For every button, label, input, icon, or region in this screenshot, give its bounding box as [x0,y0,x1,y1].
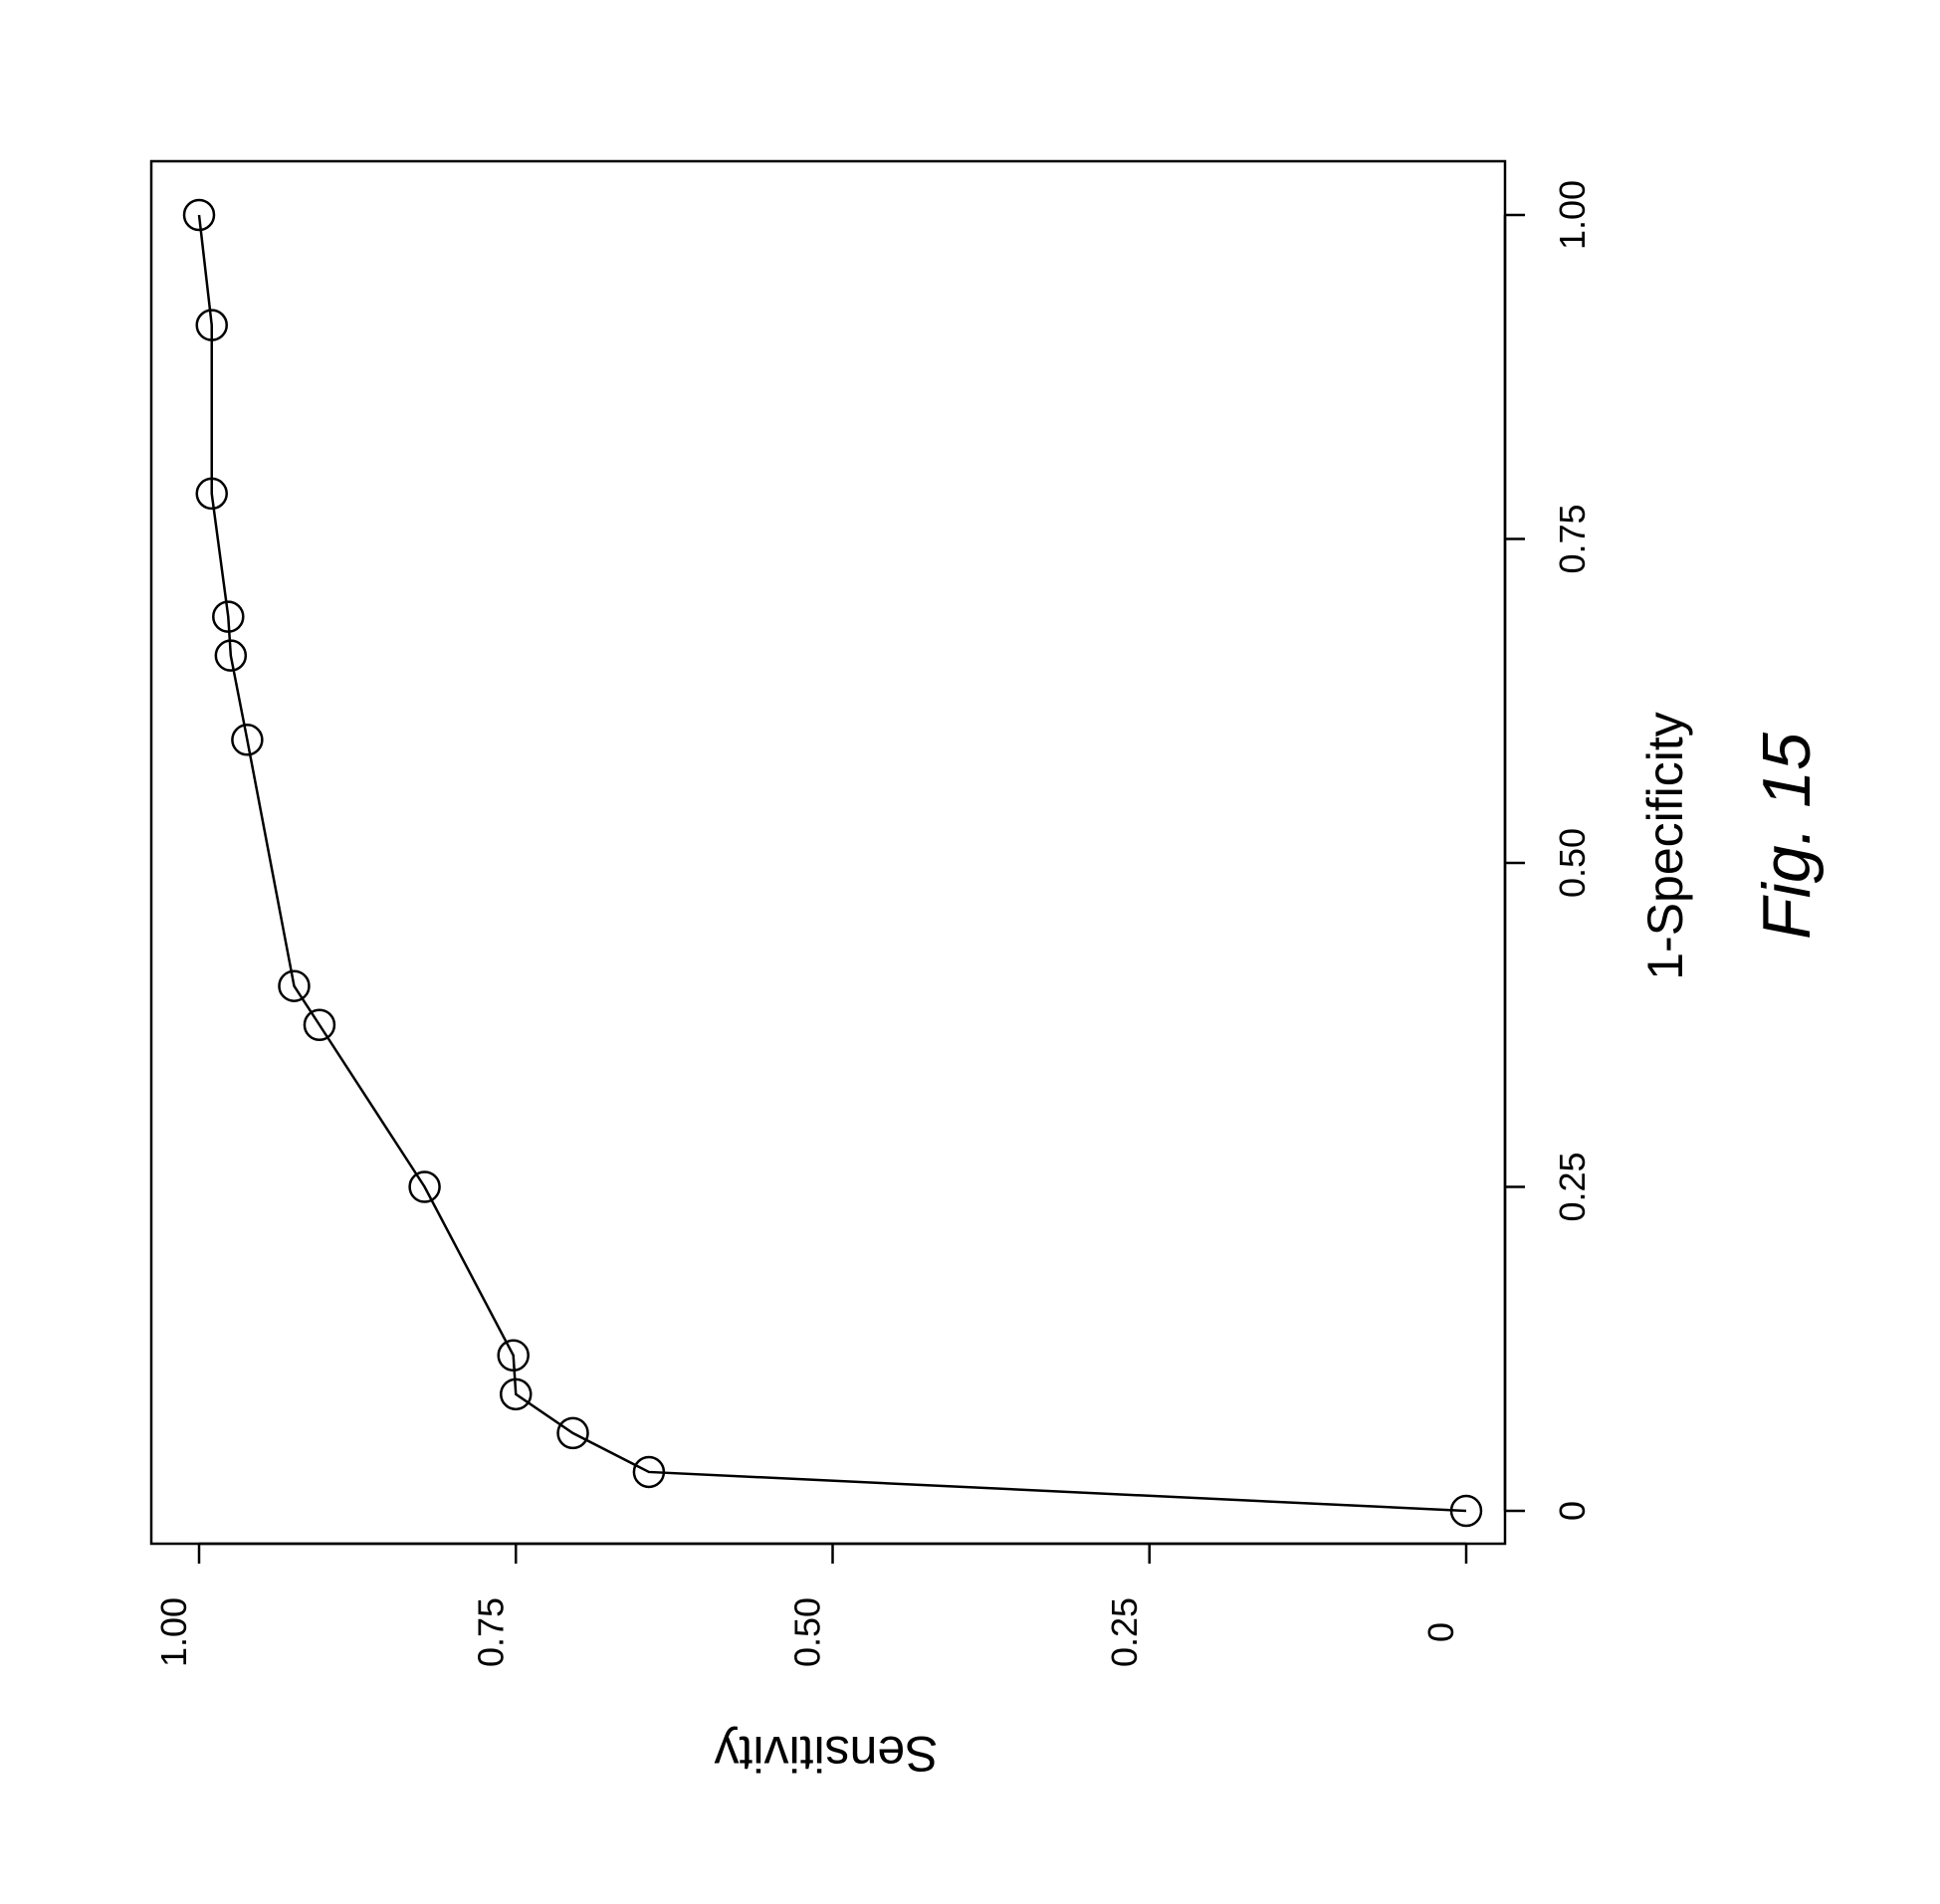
x-tick-label: 0.25 [1552,1152,1593,1221]
roc-point [1449,1494,1483,1528]
roc-point [500,1377,533,1411]
y-tick-label: 0.75 [470,1597,511,1667]
roc-point [632,1455,666,1489]
y-tick-label: 1.00 [153,1597,194,1667]
plot-frame [149,159,1507,1546]
x-tick-label: 0.75 [1552,504,1593,573]
x-tick-label: 1.00 [1552,180,1593,250]
figure-caption: Fig. 15 [1749,733,1825,940]
x-tick-label: 0 [1552,1501,1593,1521]
roc-point [278,969,311,1002]
roc-line [197,214,1467,1513]
y-tick-label: 0 [1420,1622,1461,1642]
x-axis: 0 0.25 0.50 0.75 1.00 [1503,180,1593,1521]
roc-series [182,198,1483,1528]
y-axis: 0 0.25 0.50 0.75 1.00 [153,1542,1468,1667]
roc-point [497,1339,530,1373]
roc-point [556,1416,589,1450]
y-tick-label: 0.50 [787,1597,828,1667]
y-tick-label: 0.25 [1104,1597,1145,1667]
roc-point [195,477,228,511]
x-axis-label: 1-Specificity [1637,712,1693,980]
roc-point [303,1008,336,1041]
roc-point [195,309,228,341]
roc-point [214,639,248,672]
x-tick-label: 0.50 [1552,828,1593,898]
roc-point [408,1170,441,1203]
roc-point [212,600,245,633]
roc-point [182,198,216,232]
y-axis-label: Sensitivity [714,1726,938,1782]
roc-point [231,724,264,756]
